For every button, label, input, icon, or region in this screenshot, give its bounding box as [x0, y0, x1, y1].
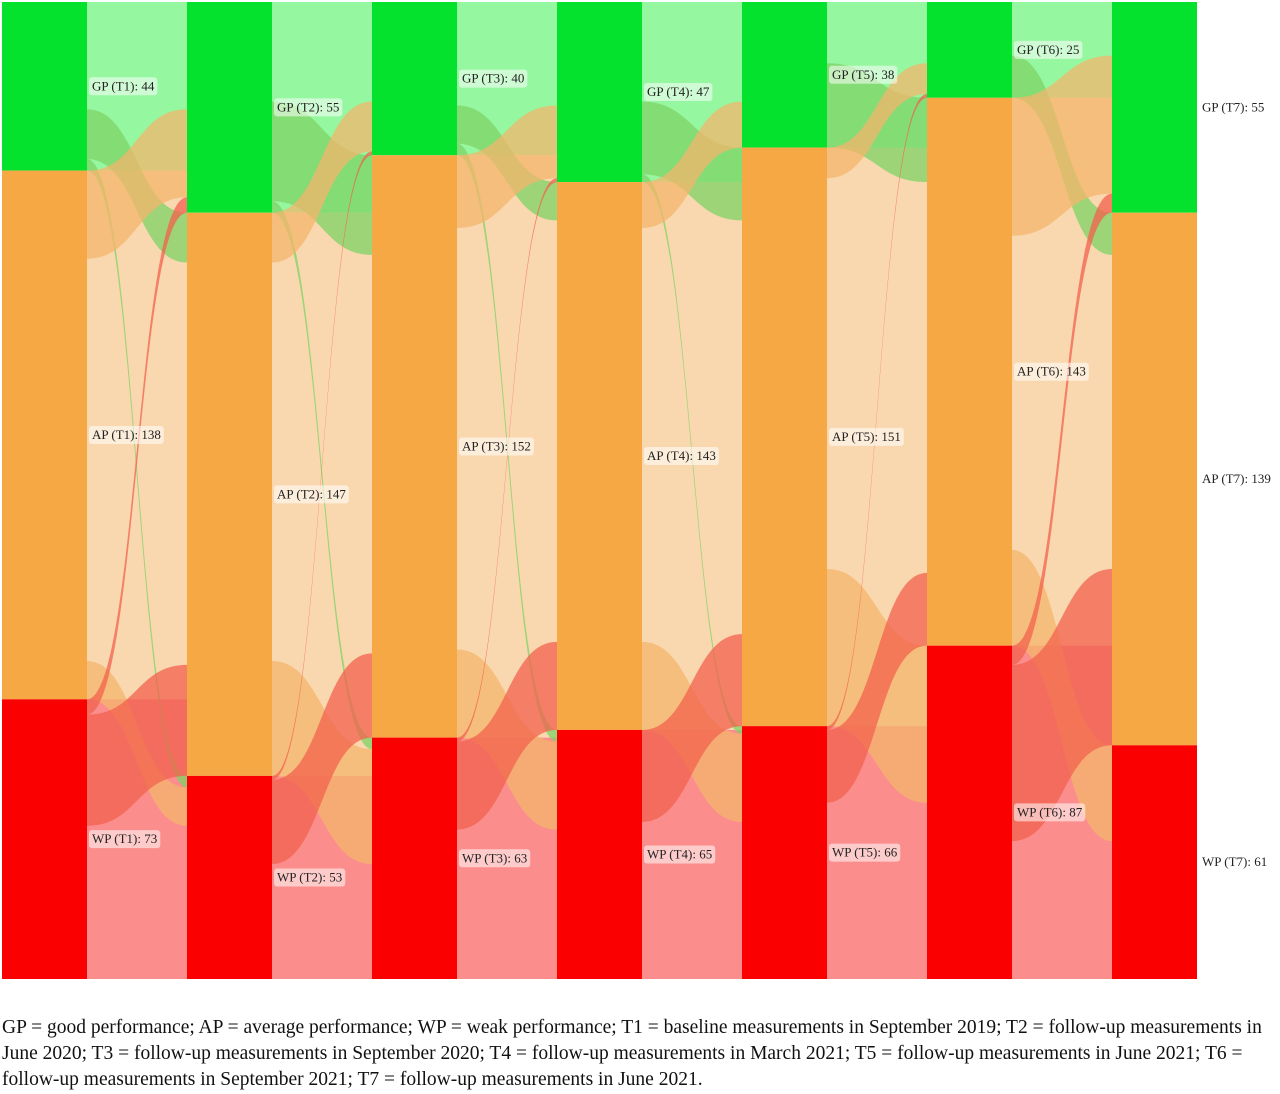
svg-text:AP (T2): 147: AP (T2): 147	[277, 486, 346, 501]
label-gp-t5: GP (T5): 38	[829, 65, 898, 84]
flow-wp-to-ap-t4	[642, 634, 742, 822]
flow-wp-to-gp-t2	[272, 151, 372, 780]
label-ap-t3: AP (T3): 152	[459, 437, 534, 456]
svg-text:AP (T4): 143: AP (T4): 143	[647, 448, 716, 463]
svg-text:WP (T6): 87: WP (T6): 87	[1017, 804, 1083, 819]
flow-ap-to-gp-t5	[827, 63, 927, 179]
sankey-chart: GP (T1): 44 AP (T1): 138 WP (T1): 73 GP (T2…	[2, 2, 1271, 979]
label-wp-t6: WP (T6): 87	[1014, 803, 1086, 822]
svg-text:GP (T1): 44: GP (T1): 44	[92, 78, 155, 93]
svg-text:AP (T3): 152: AP (T3): 152	[462, 438, 531, 453]
node-ap-t3	[372, 155, 457, 738]
label-gp-t6: GP (T6): 25	[1014, 40, 1083, 59]
flow-wp-to-ap-t5	[827, 572, 927, 803]
node-ap-t4	[557, 182, 642, 730]
flow-wp-to-gp-t1	[87, 197, 187, 715]
label-ap-t5: AP (T5): 151	[829, 427, 904, 446]
node-wp-t7	[1112, 745, 1197, 979]
svg-text:GP (T4): 47: GP (T4): 47	[647, 84, 710, 99]
node-ap-t7	[1112, 212, 1197, 746]
svg-text:WP (T4): 65: WP (T4): 65	[647, 846, 712, 861]
node-wp-t1	[2, 699, 87, 979]
label-ap-t2: AP (T2): 147	[274, 485, 349, 504]
label-gp-t7: GP (T7): 55	[1202, 99, 1264, 114]
flow-gp-to-wp-t1	[87, 159, 187, 788]
label-layer: GP (T1): 44 AP (T1): 138 WP (T1): 73 GP (T2…	[89, 40, 1271, 887]
node-gp-t7	[1112, 2, 1197, 213]
flow-wp-to-gp-t3	[457, 178, 557, 742]
node-wp-t3	[372, 737, 457, 979]
flow-layer	[87, 55, 1112, 865]
flow-ap-to-gp-t1	[87, 109, 187, 259]
node-gp-t3	[372, 2, 457, 156]
flow-wp-to-ap-t6	[1012, 569, 1112, 842]
label-ap-t4: AP (T4): 143	[644, 447, 719, 466]
svg-text:WP (T2): 53: WP (T2): 53	[277, 869, 342, 884]
label-ap-t1: AP (T1): 138	[89, 425, 164, 444]
label-wp-t1: WP (T1): 73	[89, 830, 161, 849]
svg-text:AP (T5): 151: AP (T5): 151	[832, 429, 901, 444]
svg-text:WP (T3): 63: WP (T3): 63	[462, 850, 527, 865]
svg-text:GP (T6): 25: GP (T6): 25	[1017, 42, 1079, 57]
node-ap-t5	[742, 147, 827, 727]
svg-text:GP (T5): 38: GP (T5): 38	[832, 67, 894, 82]
svg-text:WP (T1): 73: WP (T1): 73	[92, 831, 157, 846]
label-gp-t3: GP (T3): 40	[459, 69, 528, 88]
flow-ap-to-gp-t2	[272, 101, 372, 263]
node-wp-t5	[742, 726, 827, 979]
node-gp-t6	[927, 2, 1012, 98]
flow-ap-to-gp-t6	[1012, 55, 1112, 236]
label-wp-t5: WP (T5): 66	[829, 843, 901, 862]
svg-text:AP (T6): 143: AP (T6): 143	[1017, 364, 1086, 379]
label-ap-t7: AP (T7): 139	[1202, 471, 1271, 486]
node-gp-t4	[557, 2, 642, 183]
label-wp-t4: WP (T4): 65	[644, 845, 716, 864]
node-wp-t2	[187, 775, 272, 979]
node-gp-t1	[2, 2, 87, 171]
node-gp-t2	[187, 2, 272, 213]
flow-wp-to-ap-t3	[457, 641, 557, 830]
label-gp-t2: GP (T2): 55	[274, 98, 343, 117]
svg-text:WP (T5): 66: WP (T5): 66	[832, 845, 898, 860]
flow-wp-to-gp-t6	[1012, 193, 1112, 665]
flow-ap-to-gp-t3	[457, 105, 557, 229]
node-wp-t4	[557, 729, 642, 979]
node-ap-t2	[187, 212, 272, 776]
flow-ap-to-gp-t4	[642, 101, 742, 229]
label-ap-t6: AP (T6): 143	[1014, 362, 1089, 381]
node-ap-t1	[2, 170, 87, 700]
figure-caption: GP = good performance; AP = average perf…	[2, 1017, 1262, 1090]
label-gp-t4: GP (T4): 47	[644, 83, 713, 102]
svg-text:GP (T3): 40: GP (T3): 40	[462, 71, 524, 86]
node-gp-t5	[742, 2, 827, 148]
svg-text:GP (T2): 55: GP (T2): 55	[277, 99, 339, 114]
svg-text:AP (T1): 138: AP (T1): 138	[92, 427, 161, 442]
node-ap-t6	[927, 97, 1012, 646]
label-wp-t7: WP (T7): 61	[1202, 854, 1267, 869]
flow-gp-to-wp-t2	[272, 201, 372, 750]
node-wp-t6	[927, 645, 1012, 979]
label-wp-t2: WP (T2): 53	[274, 868, 346, 887]
label-gp-t1: GP (T1): 44	[89, 77, 158, 96]
flow-wp-to-ap-t1	[87, 664, 187, 826]
node-layer	[2, 2, 1197, 979]
flow-wp-to-ap-t2	[272, 653, 372, 865]
flow-wp-to-gp-t5	[827, 93, 927, 730]
label-wp-t3: WP (T3): 63	[459, 849, 531, 868]
